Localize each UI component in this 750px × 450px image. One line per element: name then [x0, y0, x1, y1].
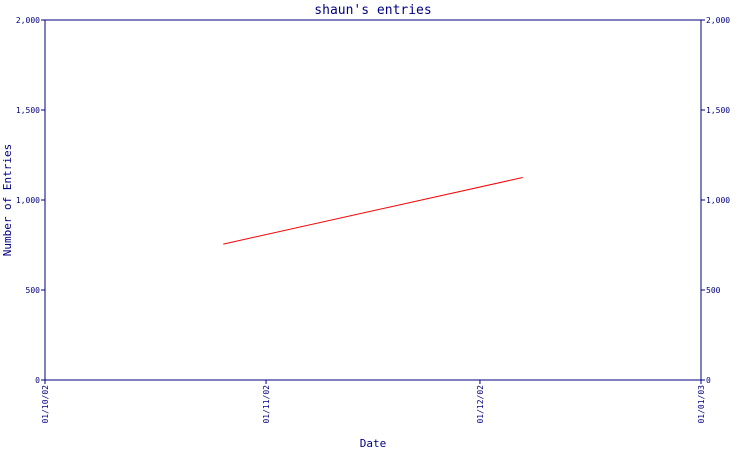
y-tick-label-right: 500	[706, 286, 721, 295]
y-tick-label-left: 1,000	[16, 196, 40, 205]
plot-frame	[44, 19, 702, 381]
x-axis: 01/10/02 01/11/02 01/12/02 01/01/03	[41, 380, 706, 424]
y-tick-label-left: 1,500	[16, 106, 40, 115]
y-axis-left: 0 500 1,000 1,500 2,000	[16, 16, 45, 385]
y-tick-label-right: 0	[706, 376, 711, 385]
y-axis-right: 0 500 1,000 1,500 2,000	[701, 16, 730, 385]
y-tick-label-left: 2,000	[16, 16, 40, 25]
y-tick-label-left: 500	[26, 286, 41, 295]
y-tick-label-right: 2,000	[706, 16, 730, 25]
y-axis-label: Number of Entries	[1, 144, 14, 257]
series-layer	[223, 177, 523, 245]
x-tick-label: 01/10/02	[41, 385, 50, 424]
x-tick-label: 01/01/03	[697, 385, 706, 424]
x-tick-label: 01/12/02	[476, 385, 485, 424]
x-tick-label: 01/11/02	[262, 385, 271, 424]
y-tick-label-right: 1,000	[706, 196, 730, 205]
y-tick-label-right: 1,500	[706, 106, 730, 115]
y-tick-label-left: 0	[35, 376, 40, 385]
series-line	[223, 177, 523, 245]
x-axis-label: Date	[360, 437, 387, 450]
chart-title: shaun's entries	[314, 3, 431, 18]
